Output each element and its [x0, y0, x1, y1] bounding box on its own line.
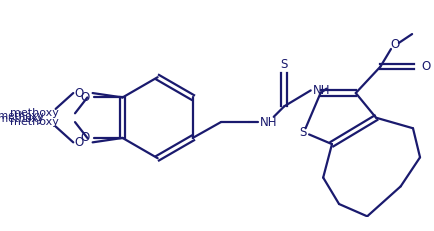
Text: O: O — [81, 91, 90, 104]
Text: O: O — [74, 87, 83, 100]
Text: O: O — [81, 131, 90, 144]
Text: O: O — [421, 60, 430, 73]
Text: S: S — [299, 126, 306, 139]
Text: methoxy: methoxy — [10, 108, 59, 118]
Text: O: O — [74, 136, 83, 149]
Text: NH: NH — [259, 116, 276, 129]
Text: methoxy: methoxy — [10, 117, 59, 127]
Text: NH: NH — [312, 84, 329, 97]
Text: S: S — [280, 58, 287, 71]
Text: methoxy: methoxy — [0, 115, 43, 125]
Text: methoxy: methoxy — [0, 111, 43, 121]
Text: O: O — [390, 38, 399, 51]
